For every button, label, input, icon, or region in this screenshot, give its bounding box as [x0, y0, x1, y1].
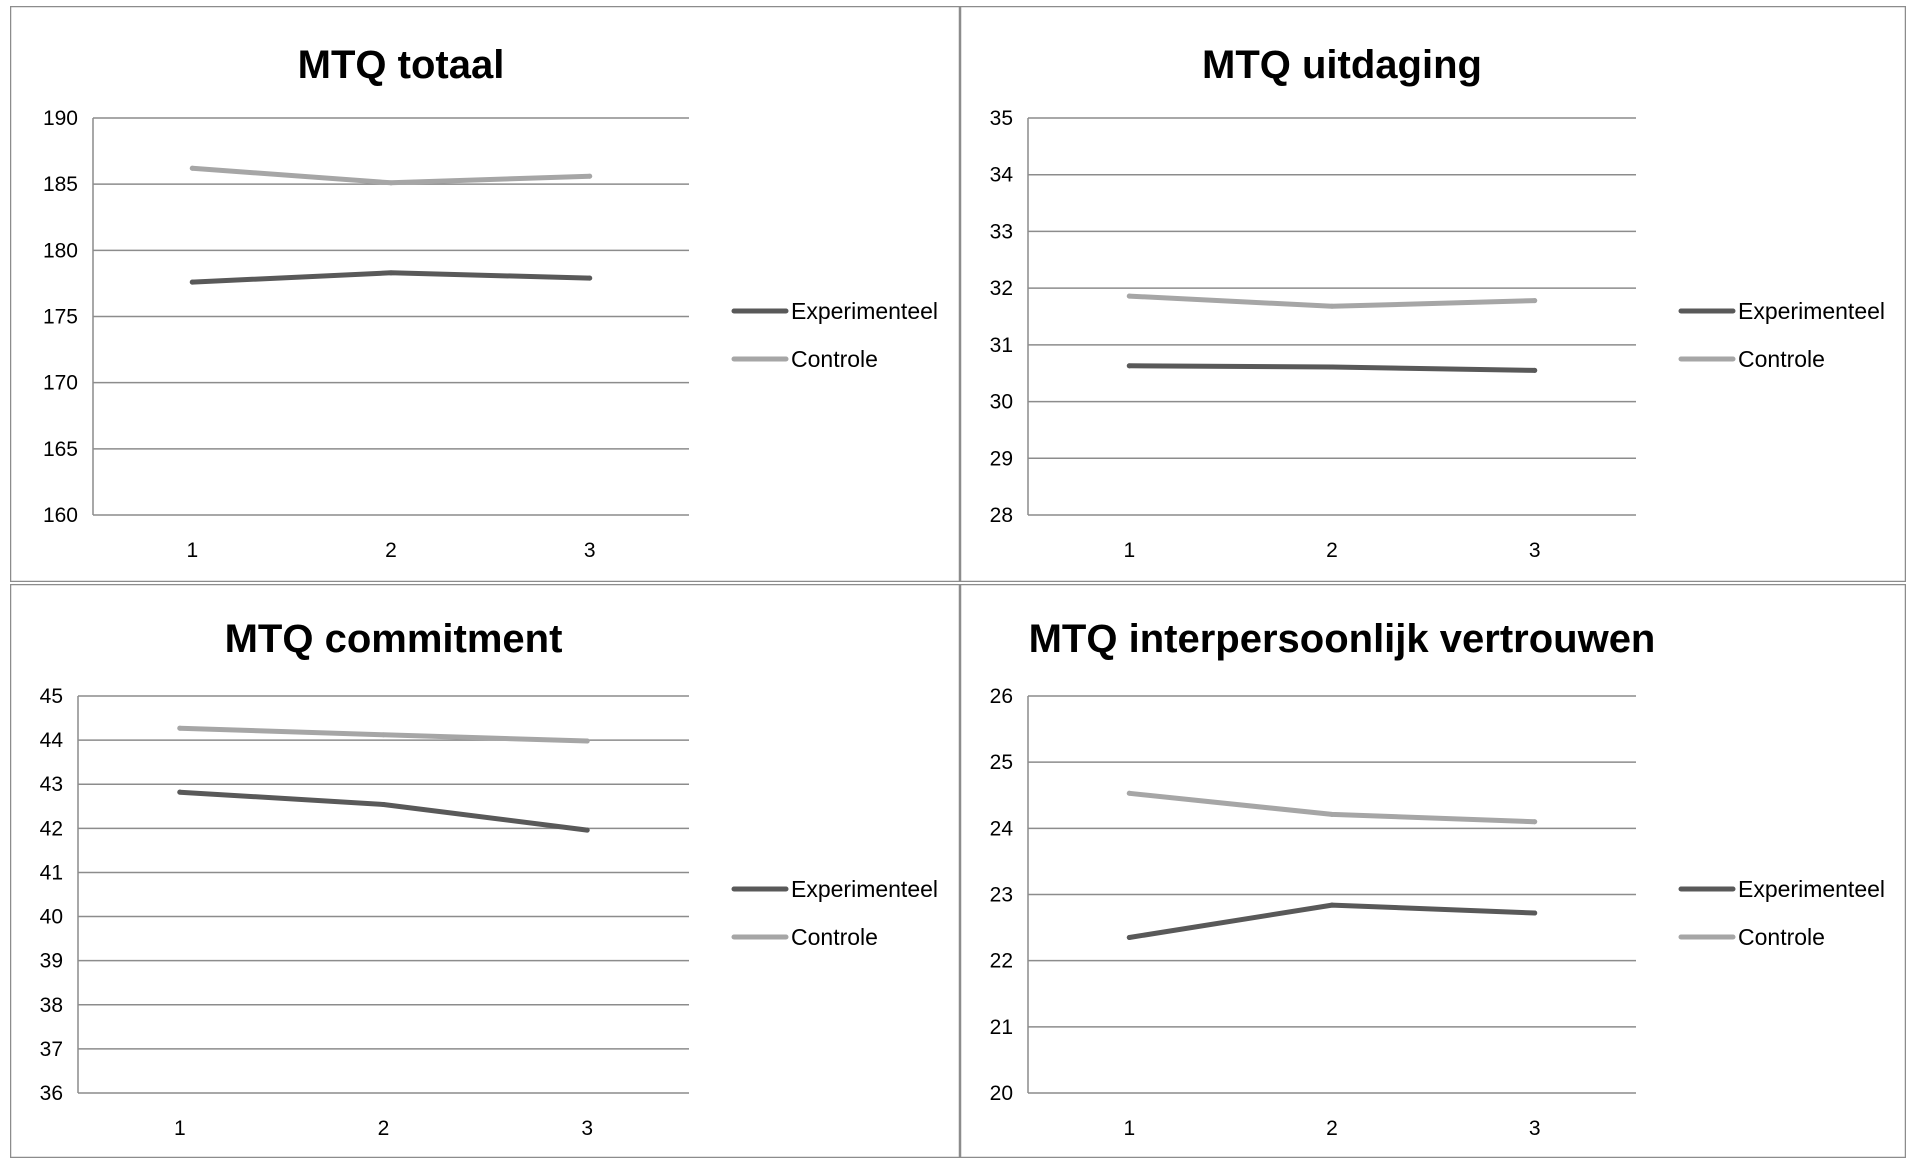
y-tick-label: 30: [990, 391, 1013, 414]
chart-panel-mtq-uitdaging: MTQ uitdaging 28 29 30 31 32 33 34 35 1 2 3 Experime…: [960, 6, 1906, 582]
data-point-experimenteel: [587, 275, 593, 281]
data-point-experimenteel: [381, 802, 386, 808]
y-tick-label: 40: [40, 906, 63, 929]
data-point-experimenteel: [1126, 363, 1132, 369]
line-chart: MTQ commitment 36 37 38 39 40 41 42 43 44 45 1 2 3 Exp…: [10, 584, 960, 1158]
chart-title: MTQ totaal: [298, 43, 505, 87]
legend-label: Experimenteel: [1738, 298, 1885, 324]
y-tick-label: 20: [990, 1082, 1013, 1105]
x-tick-label: 2: [1326, 1117, 1338, 1140]
data-point-experimenteel: [189, 279, 195, 285]
chart-border: [10, 584, 960, 1158]
data-point-controle: [1126, 790, 1132, 796]
y-tick-label: 39: [40, 950, 63, 973]
chart-panel-mtq-commitment: MTQ commitment 36 37 38 39 40 41 42 43 44 45 1 2 3 Exp…: [10, 584, 960, 1158]
x-tick-label: 1: [1123, 539, 1135, 562]
x-tick-label: 1: [174, 1117, 186, 1140]
y-tick-label: 180: [43, 239, 78, 262]
data-point-controle: [587, 173, 593, 179]
y-tick-label: 38: [40, 994, 63, 1017]
x-tick-label: 3: [1529, 539, 1541, 562]
data-point-experimenteel: [1329, 902, 1335, 908]
y-tick-label: 44: [40, 729, 64, 752]
x-tick-label: 2: [385, 539, 397, 562]
x-tick-label: 3: [1529, 1117, 1541, 1140]
chart-border: [960, 6, 1906, 582]
y-tick-label: 25: [990, 751, 1013, 774]
line-chart: MTQ uitdaging 28 29 30 31 32 33 34 35 1 2 3 Experime…: [960, 6, 1906, 582]
data-point-experimenteel: [1532, 910, 1538, 916]
data-point-experimenteel: [1329, 364, 1335, 370]
legend-label: Controle: [791, 346, 878, 372]
x-tick-label: 2: [378, 1117, 390, 1140]
chart-border: [960, 584, 1906, 1158]
y-tick-label: 34: [990, 164, 1014, 187]
data-point-controle: [1329, 811, 1335, 817]
legend-label: Controle: [1738, 346, 1825, 372]
data-point-controle: [1126, 293, 1132, 299]
y-tick-label: 43: [40, 773, 63, 796]
data-point-controle: [177, 725, 183, 731]
y-tick-label: 31: [990, 334, 1013, 357]
legend-label: Controle: [791, 924, 878, 950]
data-point-controle: [388, 180, 394, 186]
x-tick-label: 1: [186, 539, 198, 562]
y-tick-label: 160: [43, 504, 78, 527]
y-tick-label: 190: [43, 107, 78, 130]
chart-border: [10, 6, 960, 582]
data-point-experimenteel: [1532, 367, 1538, 373]
data-point-experimenteel: [1126, 935, 1132, 941]
y-tick-label: 36: [40, 1082, 63, 1105]
y-tick-label: 37: [40, 1038, 63, 1061]
x-tick-label: 1: [1123, 1117, 1135, 1140]
y-tick-label: 175: [43, 306, 78, 329]
y-tick-label: 21: [990, 1016, 1013, 1039]
chart-title: MTQ uitdaging: [1202, 43, 1482, 87]
legend-label: Experimenteel: [791, 298, 938, 324]
data-point-experimenteel: [388, 270, 394, 276]
legend-label: Experimenteel: [1738, 876, 1885, 902]
legend-label: Controle: [1738, 924, 1825, 950]
data-point-controle: [1532, 298, 1538, 304]
data-point-controle: [1329, 303, 1335, 309]
y-tick-label: 26: [990, 685, 1013, 708]
y-tick-label: 22: [990, 950, 1013, 973]
legend-label: Experimenteel: [791, 876, 938, 902]
y-tick-label: 185: [43, 173, 78, 196]
line-chart: MTQ totaal 160 165 170 175 180 185 190 1 2 3 Experi…: [10, 6, 960, 582]
data-point-controle: [1532, 819, 1538, 825]
y-tick-label: 24: [990, 817, 1014, 840]
y-tick-label: 170: [43, 372, 78, 395]
line-chart: MTQ interpersoonlijk vertrouwen202122232…: [960, 584, 1906, 1158]
y-tick-label: 23: [990, 884, 1013, 907]
data-point-controle: [189, 165, 195, 171]
y-tick-label: 32: [990, 277, 1013, 300]
data-point-experimenteel: [177, 789, 183, 795]
y-tick-label: 35: [990, 107, 1013, 130]
y-tick-label: 28: [990, 504, 1013, 527]
chart-title: MTQ commitment: [225, 617, 563, 661]
chart-panel-mtq-interpersoonlijk-vertrouwen: MTQ interpersoonlijk vertrouwen 20 21 22 23 2…: [960, 584, 1906, 1158]
data-point-controle: [381, 732, 386, 738]
y-tick-label: 45: [40, 685, 63, 708]
x-tick-label: 2: [1326, 539, 1338, 562]
y-tick-label: 41: [40, 861, 63, 884]
x-tick-label: 3: [584, 539, 596, 562]
y-tick-label: 29: [990, 447, 1013, 470]
chart-title: MTQ interpersoonlijk vertrouwen: [1029, 617, 1656, 661]
y-tick-label: 165: [43, 438, 78, 461]
y-tick-label: 33: [990, 220, 1013, 243]
chart-panel-mtq-totaal: MTQ totaal 160 165 170 175 180 185 190 1 2 3 Experi…: [10, 6, 960, 582]
data-point-controle: [584, 738, 590, 744]
y-tick-label: 42: [40, 817, 63, 840]
x-tick-label: 3: [581, 1117, 593, 1140]
data-point-experimenteel: [584, 827, 590, 833]
